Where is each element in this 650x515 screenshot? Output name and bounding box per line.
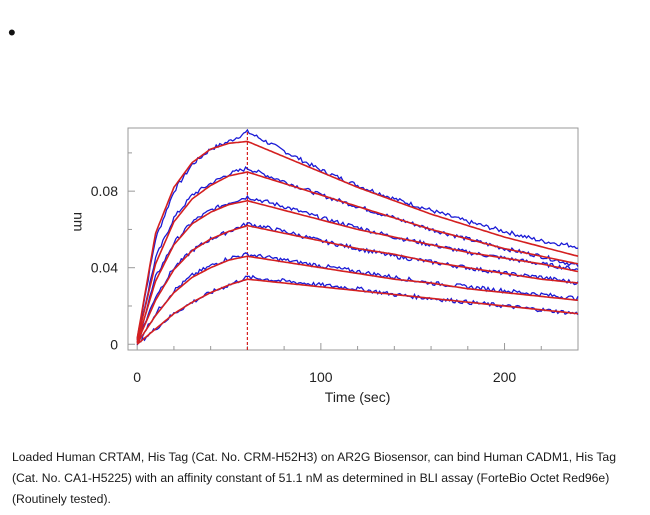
x-tick-label: 100	[309, 369, 333, 385]
x-axis-title: Time (sec)	[325, 389, 391, 405]
fit-curve-3	[136, 199, 579, 343]
fit-curve-5	[136, 255, 579, 344]
y-tick-label: 0.04	[91, 260, 118, 276]
y-tick-label: 0.08	[91, 183, 118, 199]
figure-caption: Loaded Human CRTAM, His Tag (Cat. No. CR…	[12, 450, 616, 506]
measured-trace-3	[136, 194, 579, 341]
fit-curve-6	[136, 278, 579, 345]
fit-curve-2	[136, 171, 579, 341]
fit-curve-1	[136, 140, 579, 339]
binding-kinetics-chart: 0 100 200 0 0.04 0.08 Time (sec) nm	[71, 127, 579, 405]
measured-trace-2	[136, 166, 579, 340]
fit-curve-4	[136, 224, 579, 343]
y-tick-label: 0	[110, 336, 118, 352]
bullet-mark: •	[8, 20, 16, 45]
x-tick-label: 0	[133, 369, 141, 385]
plot-frame	[127, 127, 579, 351]
measured-trace-5	[136, 252, 579, 344]
y-axis-title: nm	[71, 212, 87, 231]
x-tick-label: 200	[493, 369, 517, 385]
